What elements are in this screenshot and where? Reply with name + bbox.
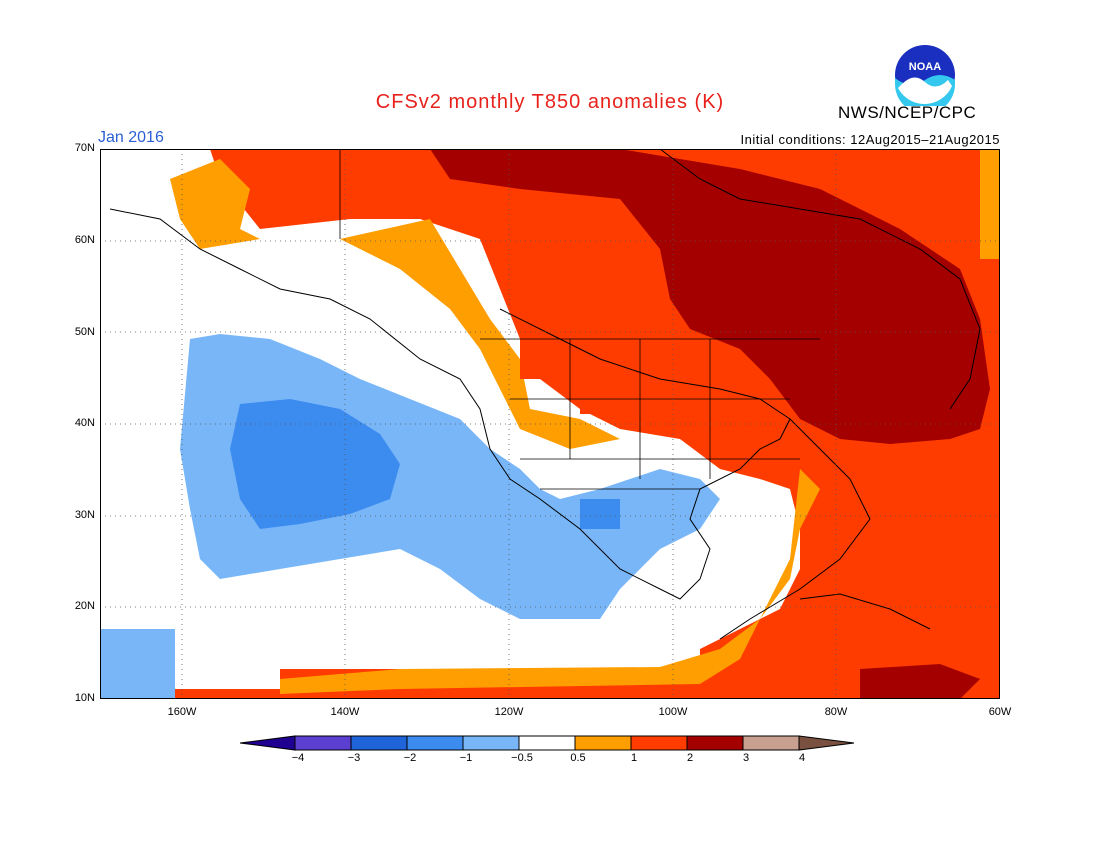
- colorbar-label: 2: [686, 752, 694, 764]
- cold-core-mexico: [580, 499, 620, 529]
- red-patch-montana: [580, 379, 640, 414]
- red-patch-idaho: [520, 339, 570, 379]
- colorbar: [240, 735, 855, 751]
- colorbar-label: −2: [403, 752, 417, 764]
- colorbar-label: −1: [459, 752, 473, 764]
- svg-text:NOAA: NOAA: [909, 61, 941, 73]
- orange-band-north: [170, 159, 260, 249]
- forecast-period: Jan 2016: [98, 129, 164, 146]
- lat-label: 30N: [74, 509, 95, 521]
- initial-conditions: Initial conditions: 12Aug2015–21Aug2015: [740, 132, 1000, 147]
- map-frame: [100, 149, 1000, 699]
- lat-label: 10N: [74, 692, 95, 704]
- map-title: CFSv2 monthly T850 anomalies (K): [375, 91, 725, 113]
- lat-label: 40N: [74, 417, 95, 429]
- anomaly-map: [100, 149, 1000, 699]
- lat-label: 20N: [74, 600, 95, 612]
- warm-patch-caribbean: [860, 664, 980, 699]
- agency-label: NWS/NCEP/CPC: [838, 103, 977, 122]
- lon-label: 80W: [824, 706, 848, 718]
- colorbar-segment: [406, 735, 464, 751]
- colorbar-label: 3: [742, 752, 750, 764]
- colorbar-label: 1: [630, 752, 638, 764]
- colorbar-label: 0.5: [570, 752, 586, 764]
- lon-label: 120W: [494, 706, 524, 718]
- lon-label: 100W: [658, 706, 688, 718]
- lat-label: 60N: [74, 234, 95, 246]
- orange-strip-east: [980, 149, 1000, 259]
- colorbar-segment: [630, 735, 688, 751]
- orange-band-coast: [340, 219, 620, 449]
- colorbar-arrow-right: [798, 735, 855, 751]
- lon-label: 140W: [330, 706, 360, 718]
- cold-core-pacific: [230, 399, 400, 529]
- colorbar-label: −0.5: [511, 752, 533, 764]
- lat-label: 70N: [74, 142, 95, 154]
- colorbar-arrow-left: [240, 735, 296, 751]
- lon-label: 160W: [167, 706, 197, 718]
- colorbar-segment: [462, 735, 520, 751]
- warm-core-canada: [430, 149, 990, 444]
- noaa-logo: NOAA: [895, 45, 955, 106]
- colorbar-segment: [742, 735, 800, 751]
- colorbar-segment: [518, 735, 576, 751]
- lon-label: 60W: [988, 706, 1012, 718]
- colorbar-segment: [294, 735, 352, 751]
- colorbar-label: 4: [798, 752, 806, 764]
- cold-patch-southwest: [100, 629, 175, 699]
- colorbar-segment: [350, 735, 408, 751]
- lat-label: 50N: [74, 326, 95, 338]
- graticule: [100, 149, 1000, 699]
- colorbar-label: −3: [347, 752, 361, 764]
- colorbar-segment: [686, 735, 744, 751]
- colorbar-segment: [574, 735, 632, 751]
- colorbar-label: −4: [291, 752, 305, 764]
